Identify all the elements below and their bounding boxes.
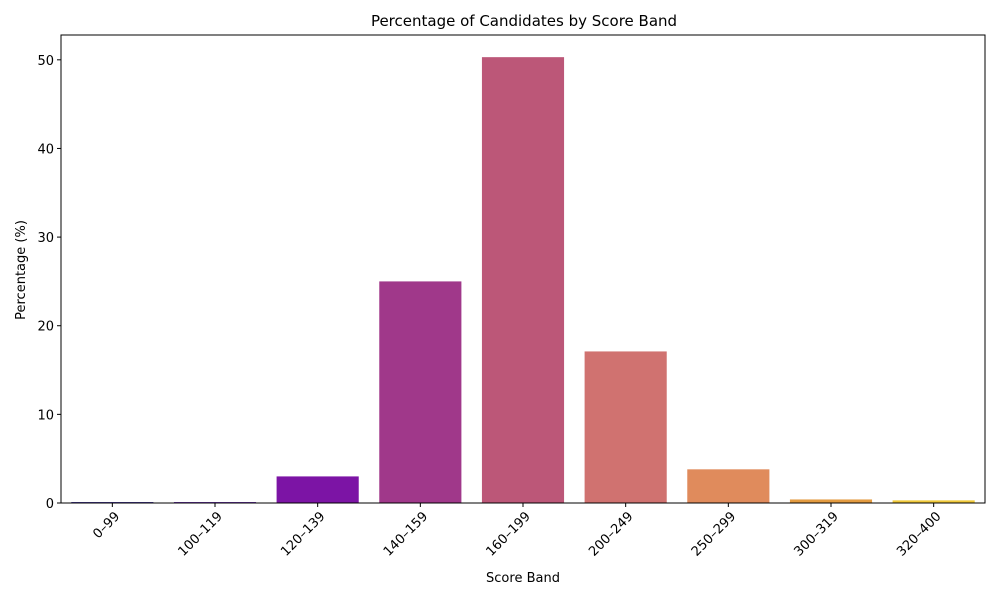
y-tick-label-5: 50 [37, 54, 54, 69]
x-tick-label-0: 0–99 [90, 509, 123, 542]
y-axis-label: Percentage (%) [14, 220, 29, 320]
bars-group [71, 57, 975, 504]
x-axis: 0–99 100–119 120–139 140–159 160–199 200–249 2… [90, 503, 944, 560]
plot-frame [60, 34, 986, 504]
y-tick-label-2: 20 [37, 320, 54, 335]
x-tick-label-3: 140–159 [381, 509, 431, 559]
bar-6 [687, 469, 770, 503]
y-tick-label-0: 0 [46, 497, 54, 512]
bar-2 [276, 476, 359, 503]
x-axis-label: Score Band [486, 571, 560, 586]
bar-7 [789, 499, 873, 503]
y-tick-label-4: 40 [37, 142, 54, 157]
bar-8 [892, 500, 975, 503]
y-tick-label-3: 30 [37, 231, 54, 246]
x-tick-label-2: 120–139 [278, 509, 328, 559]
y-axis: 0 10 20 30 40 50 [37, 54, 61, 512]
x-tick-label-7: 300–319 [792, 509, 842, 559]
x-tick-label-1: 100–119 [176, 509, 226, 559]
x-tick-label-6: 250–299 [689, 509, 739, 559]
bar-4 [481, 57, 565, 504]
x-tick-label-8: 320–400 [894, 509, 944, 559]
bar-5 [584, 351, 667, 503]
y-tick-label-1: 10 [37, 408, 54, 423]
bar-3 [379, 281, 462, 503]
x-tick-label-4: 160–199 [484, 509, 534, 559]
x-tick-label-5: 200–249 [586, 509, 636, 559]
chart-title: Percentage of Candidates by Score Band [371, 12, 677, 30]
